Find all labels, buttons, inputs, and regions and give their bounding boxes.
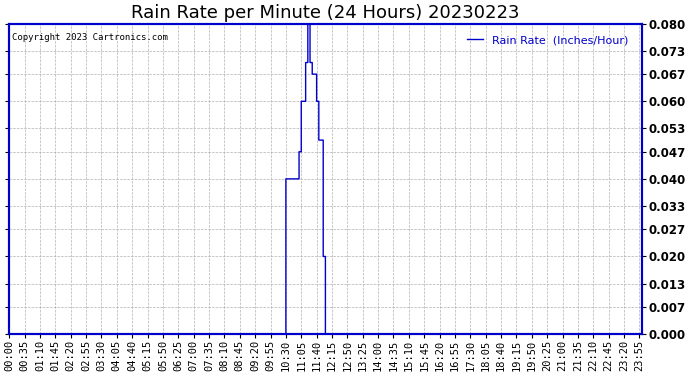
Text: Copyright 2023 Cartronics.com: Copyright 2023 Cartronics.com xyxy=(12,33,168,42)
Legend: Rain Rate  (Inches/Hour): Rain Rate (Inches/Hour) xyxy=(462,31,633,50)
Title: Rain Rate per Minute (24 Hours) 20230223: Rain Rate per Minute (24 Hours) 20230223 xyxy=(131,4,520,22)
